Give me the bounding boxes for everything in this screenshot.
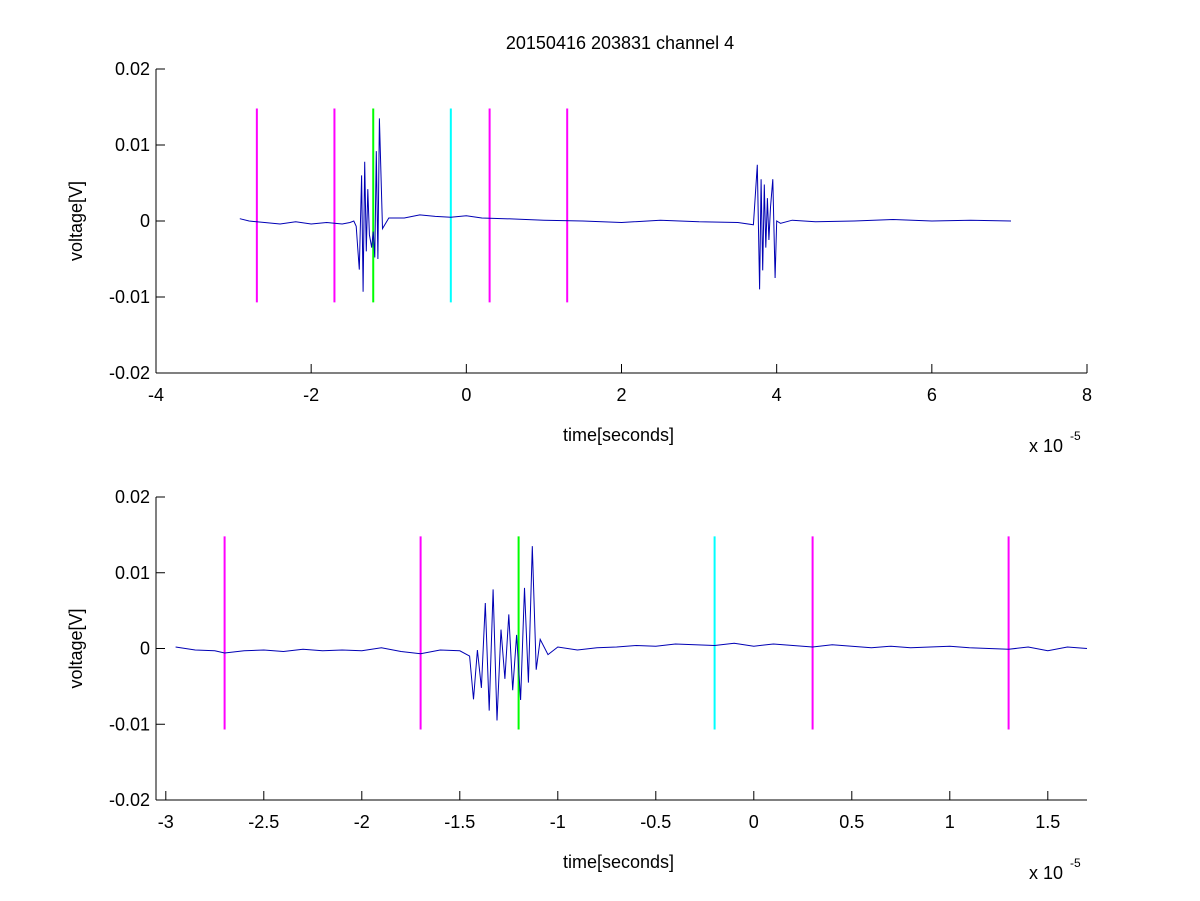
top-axes: -4 -2 0 2 4 6 8 -0.02 -0.01 0 0.01 0.02 time[seconds… <box>66 59 1092 456</box>
x-tick-label: -0.5 <box>640 812 671 832</box>
x-tick-label: -1.5 <box>444 812 475 832</box>
x-tick-label: -1 <box>550 812 566 832</box>
y-tick-label: -0.01 <box>109 287 150 307</box>
x-exponent-value: -5 <box>1070 429 1081 443</box>
signal-series-line <box>239 118 1012 292</box>
x-tick-label: 1 <box>945 812 955 832</box>
y-tick-label: 0 <box>140 211 150 231</box>
y-tick-label: -0.02 <box>109 363 150 383</box>
y-tick-label: 0 <box>140 639 150 659</box>
x-exponent-label: x 10 <box>1029 436 1063 456</box>
y-tick-label: -0.02 <box>109 790 150 810</box>
x-tick-label: 2 <box>616 385 626 405</box>
figure-title: 20150416 203831 channel 4 <box>506 33 734 53</box>
y-axis-label: voltage[V] <box>66 608 86 688</box>
x-tick-label: -2.5 <box>248 812 279 832</box>
x-tick-label: -2 <box>303 385 319 405</box>
x-tick-label: 4 <box>772 385 782 405</box>
x-tick-label: 1.5 <box>1035 812 1060 832</box>
x-tick-label: -2 <box>354 812 370 832</box>
y-tick-label: 0.02 <box>115 59 150 79</box>
x-tick-label: -4 <box>148 385 164 405</box>
x-tick-label: 0 <box>461 385 471 405</box>
x-tick-label: -3 <box>158 812 174 832</box>
x-exponent-value: -5 <box>1070 856 1081 870</box>
y-tick-label: 0.01 <box>115 135 150 155</box>
x-exponent-label: x 10 <box>1029 863 1063 883</box>
x-axis-label: time[seconds] <box>563 852 674 872</box>
x-axis-label: time[seconds] <box>563 425 674 445</box>
x-tick-label: 8 <box>1082 385 1092 405</box>
y-tick-label: 0.01 <box>115 563 150 583</box>
signal-series-line <box>175 546 1088 721</box>
y-tick-label: 0.02 <box>115 487 150 507</box>
x-tick-label: 6 <box>927 385 937 405</box>
y-tick-label: -0.01 <box>109 714 150 734</box>
bottom-axes: -3 -2.5 -2 -1.5 -1 -0.5 0 0.5 1 1.5 -0.02 -0.01 0 0.0… <box>66 487 1088 883</box>
x-tick-label: 0.5 <box>839 812 864 832</box>
y-axis-label: voltage[V] <box>66 181 86 261</box>
x-tick-label: 0 <box>749 812 759 832</box>
